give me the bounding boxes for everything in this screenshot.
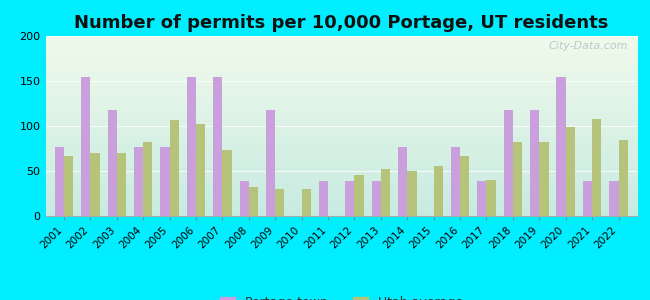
Bar (90, 153, 99, 216)
Text: City-Data.com: City-Data.com (549, 41, 628, 51)
Bar (477, 181, 486, 216)
Bar (196, 124, 205, 216)
Bar (451, 147, 460, 216)
Bar (434, 166, 443, 216)
Bar (213, 76, 222, 216)
Bar (222, 150, 231, 216)
Bar (170, 120, 179, 216)
Bar (513, 142, 522, 216)
Bar (619, 140, 628, 216)
Bar (504, 110, 513, 216)
Bar (187, 76, 196, 216)
Bar (318, 181, 328, 216)
Bar (249, 187, 258, 216)
Bar (540, 142, 549, 216)
Bar (556, 76, 566, 216)
Bar (134, 147, 143, 216)
Bar (302, 189, 311, 216)
Bar (398, 147, 408, 216)
Bar (354, 175, 364, 216)
Bar (408, 171, 417, 216)
Bar (345, 181, 354, 216)
Bar (117, 153, 126, 216)
Bar (372, 181, 381, 216)
Bar (143, 142, 153, 216)
Legend: Portage town, Utah average: Portage town, Utah average (214, 291, 468, 300)
Bar (566, 127, 575, 216)
Bar (240, 181, 249, 216)
Bar (81, 76, 90, 216)
Bar (64, 156, 73, 216)
Bar (609, 181, 619, 216)
Bar (592, 119, 601, 216)
Bar (107, 110, 117, 216)
Bar (530, 110, 540, 216)
Bar (55, 147, 64, 216)
Bar (381, 169, 390, 216)
Bar (460, 156, 469, 216)
Bar (266, 110, 275, 216)
Bar (583, 181, 592, 216)
Title: Number of permits per 10,000 Portage, UT residents: Number of permits per 10,000 Portage, UT… (74, 14, 608, 32)
Bar (275, 189, 285, 216)
Bar (486, 180, 496, 216)
Bar (161, 147, 170, 216)
